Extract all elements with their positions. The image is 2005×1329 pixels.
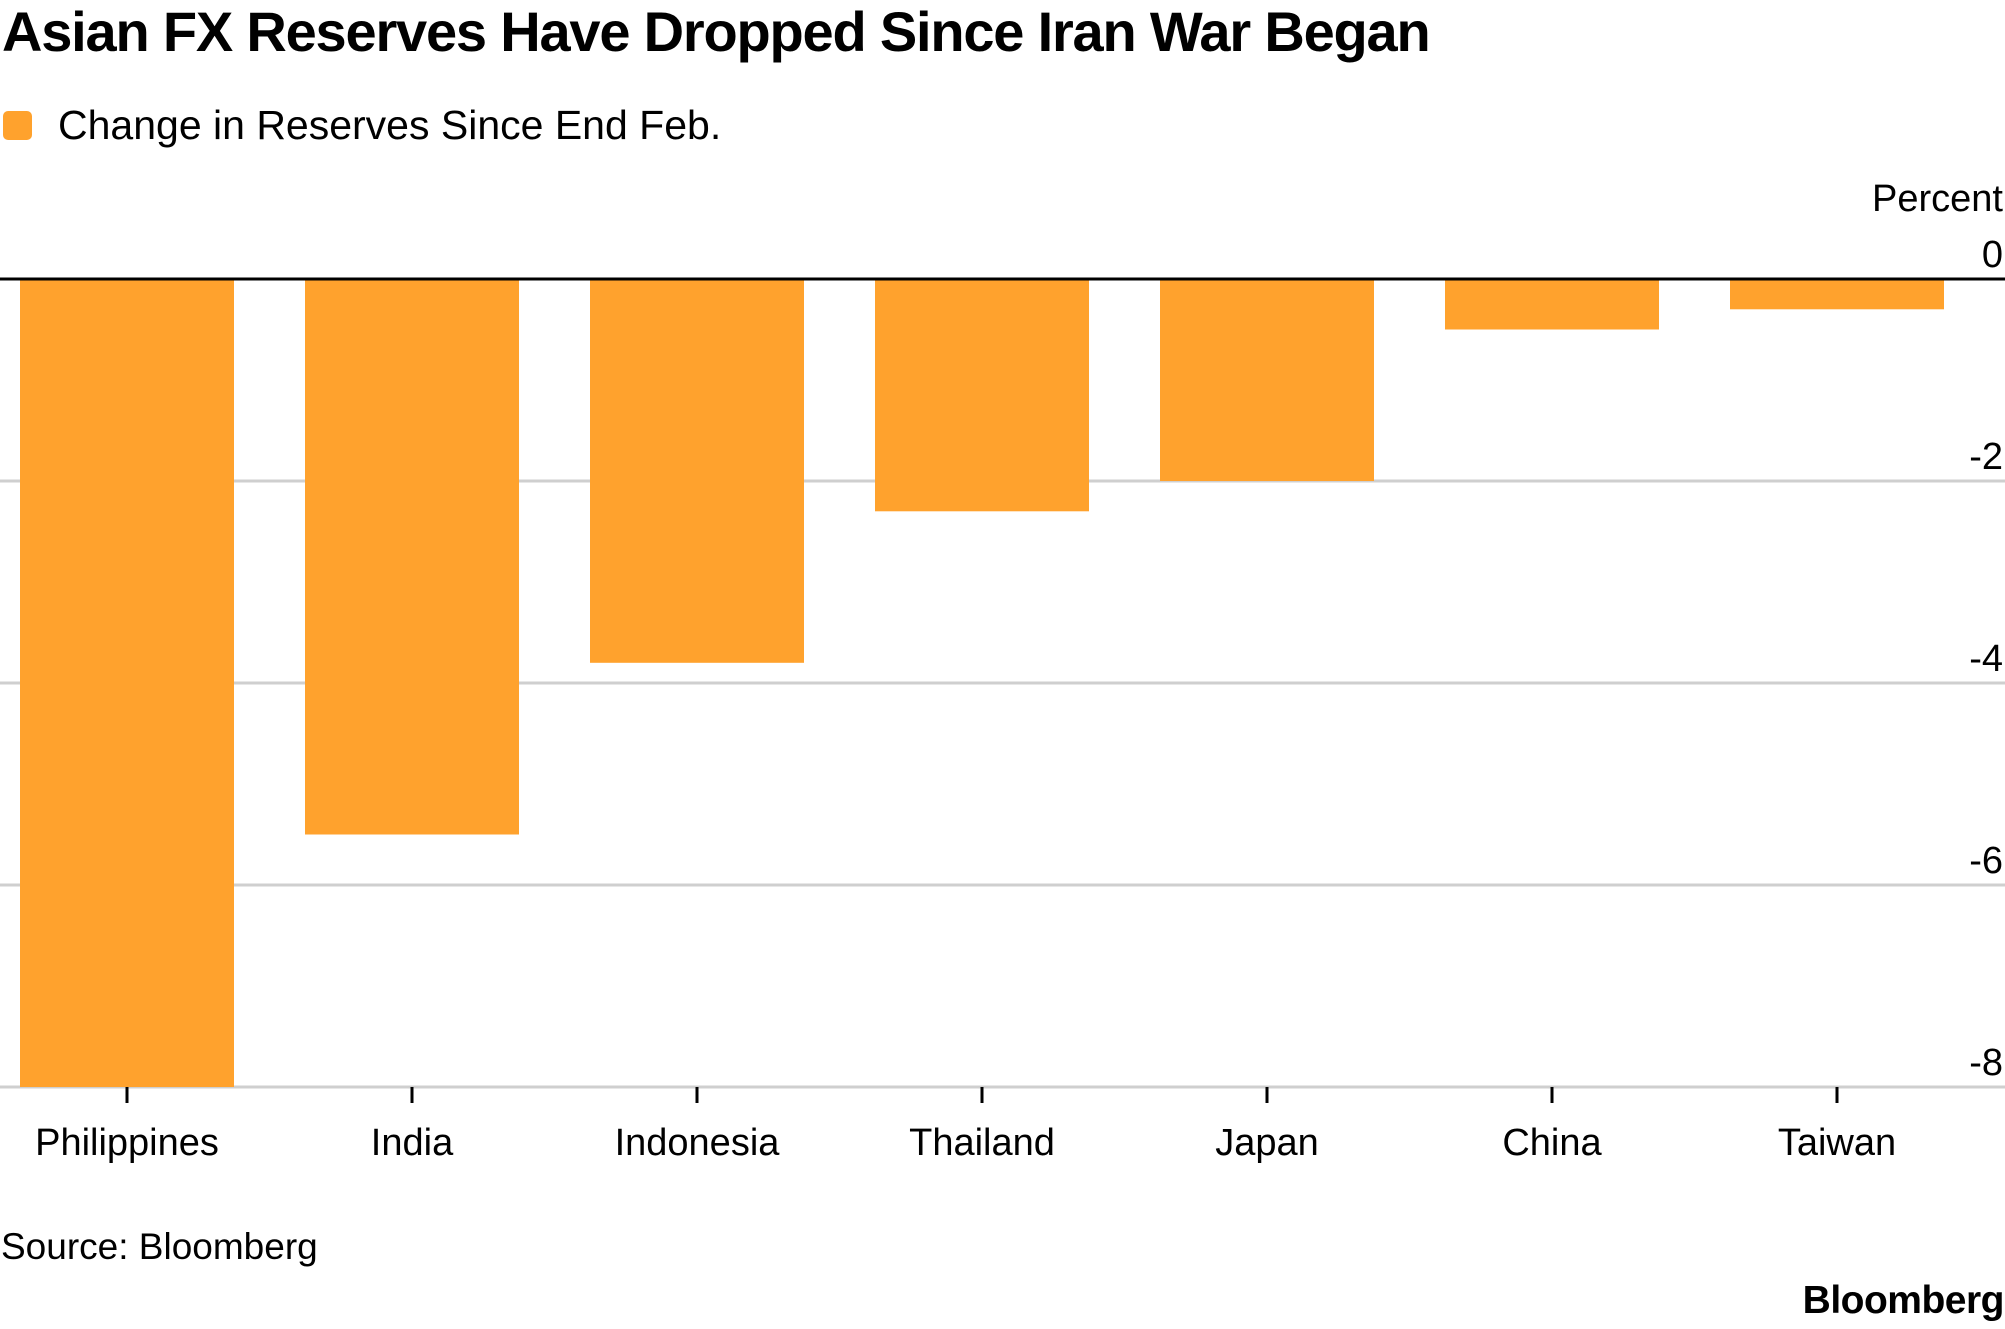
bar-thailand [875,279,1089,512]
x-tick-label: India [371,1122,454,1164]
bar-taiwan [1730,279,1944,310]
source-note: Source: Bloomberg [1,1226,318,1267]
bar-india [305,279,519,835]
x-tick-label: China [1502,1122,1602,1164]
y-tick-label: -6 [1969,840,2003,882]
legend-swatch [3,110,32,140]
bar-japan [1160,279,1374,481]
bar-philippines [20,279,234,1087]
bar-china [1445,279,1659,330]
x-tick-label: Thailand [909,1122,1055,1164]
legend: Change in Reserves Since End Feb. [3,100,721,150]
gridlines [0,479,2005,1089]
bar-indonesia [590,279,804,663]
y-axis-label: Percent [1872,178,2003,220]
x-tick-label: Indonesia [615,1122,781,1164]
x-tick-label: Japan [1215,1122,1319,1164]
chart-title: Asian FX Reserves Have Dropped Since Ira… [2,0,1431,63]
y-tick-label: -4 [1969,638,2003,680]
x-tick-label: Taiwan [1778,1122,1896,1164]
bars [20,279,1944,1087]
y-tick-label: 0 [1982,234,2003,276]
brand-logo: Bloomberg [1802,1279,2005,1322]
x-tick-label: Philippines [35,1122,219,1164]
legend-label: Change in Reserves Since End Feb. [58,102,722,148]
y-tick-label: -2 [1969,436,2003,478]
axis-labels: 0 -2 -4 -6 -8 Percent Philippines India Indonesi… [35,178,2003,1164]
y-tick-label: -8 [1969,1042,2003,1084]
